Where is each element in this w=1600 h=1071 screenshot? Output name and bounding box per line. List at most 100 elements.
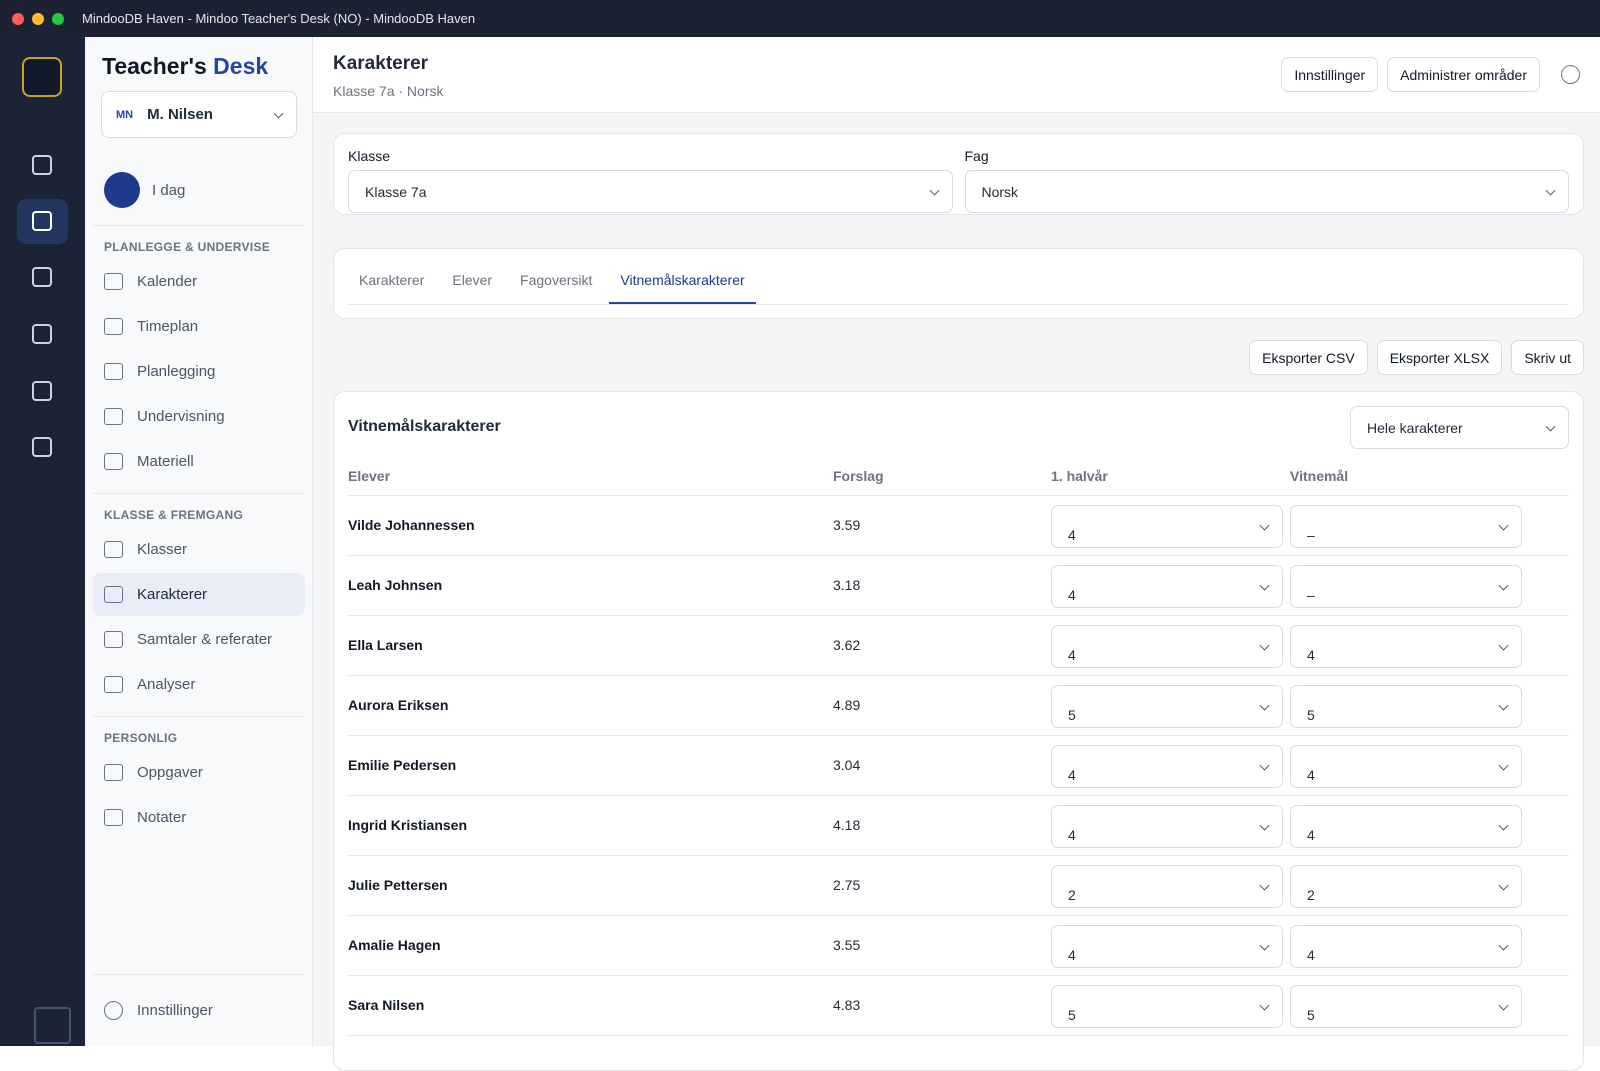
final-grade-select[interactable]: 4 xyxy=(1290,625,1522,668)
nav-section: PERSONLIG Oppgaver Notater xyxy=(93,716,305,839)
rail-database[interactable] xyxy=(32,381,52,401)
final-grade-select[interactable]: 4 xyxy=(1290,805,1522,848)
proposed-grade: 3.59 xyxy=(833,517,861,533)
student-name: Julie Pettersen xyxy=(348,877,448,893)
page-title: Karakterer xyxy=(333,53,429,74)
final-grade-select[interactable]: 4 xyxy=(1290,745,1522,788)
chevron xyxy=(1259,700,1270,711)
rail-active[interactable] xyxy=(17,199,68,244)
final-grade-select[interactable]: – xyxy=(1290,565,1522,608)
term-grade-select[interactable]: 4 xyxy=(1051,925,1283,968)
nav-label: Notater xyxy=(137,809,187,826)
chevron xyxy=(1545,421,1556,432)
grades-card: Vitnemålskarakterer Hele karakterer Elev… xyxy=(333,391,1584,1071)
table-row: Amalie Hagen 3.55 4 4 xyxy=(348,916,1569,976)
nav-heading: PLANLEGGE & UNDERVISE xyxy=(104,240,271,254)
table-row: Sara Nilsen 4.83 5 5 xyxy=(348,976,1569,1036)
grade-value: 4 xyxy=(1068,647,1076,663)
term-grade-select[interactable]: 4 xyxy=(1051,505,1283,548)
nav-label: Analyser xyxy=(137,676,196,693)
final-grade-select[interactable]: 5 xyxy=(1290,685,1522,728)
column-header: Vitnemål xyxy=(1290,468,1349,484)
grade-value: 4 xyxy=(1068,587,1076,603)
nav-label: Undervisning xyxy=(137,408,225,425)
rail-settings[interactable] xyxy=(32,437,52,457)
term-grade-select[interactable]: 4 xyxy=(1051,745,1283,788)
proposed-grade: 4.18 xyxy=(833,817,861,833)
rail-toggle[interactable] xyxy=(34,1007,71,1044)
nav-item[interactable]: Karakterer xyxy=(93,573,305,616)
settings-link[interactable]: Innstillinger xyxy=(93,974,305,1046)
close[interactable] xyxy=(12,12,24,25)
term-grade-select[interactable]: 5 xyxy=(1051,985,1283,1028)
window-titlebar: MindooDB Haven - Mindoo Teacher's Desk (… xyxy=(0,0,1600,37)
user-select[interactable]: MN M. Nilsen xyxy=(101,91,297,138)
app-logo xyxy=(22,57,62,97)
minimize[interactable] xyxy=(32,12,44,25)
nav-item[interactable]: Klasser xyxy=(93,528,305,571)
final-grade-select[interactable]: 5 xyxy=(1290,985,1522,1028)
header-button[interactable]: Innstillinger xyxy=(1281,57,1379,92)
grade-value: 5 xyxy=(1307,1007,1315,1023)
page-subtitle: Klasse 7a · Norsk xyxy=(333,83,444,99)
zoom[interactable] xyxy=(52,12,64,25)
rail-dashboard[interactable] xyxy=(32,155,52,175)
final-grade-select[interactable]: 2 xyxy=(1290,865,1522,908)
term-grade-select[interactable]: 5 xyxy=(1051,685,1283,728)
window-title: MindooDB Haven - Mindoo Teacher's Desk (… xyxy=(82,11,476,26)
nav-label: Planlegging xyxy=(137,363,216,380)
nav-item[interactable]: Undervisning xyxy=(93,395,305,438)
filter-select[interactable]: Klasse 7a xyxy=(348,170,953,213)
help-button[interactable] xyxy=(1561,65,1580,84)
settings-label: Innstillinger xyxy=(137,1002,213,1019)
table-row: Vilde Johannessen 3.59 4 – xyxy=(348,496,1569,556)
mode-select[interactable]: Hele karakterer xyxy=(1350,406,1569,449)
grade-value: 4 xyxy=(1068,767,1076,783)
term-grade-select[interactable]: 4 xyxy=(1051,625,1283,668)
today-label: I dag xyxy=(152,181,186,199)
nav-item[interactable]: Samtaler & referater xyxy=(93,618,305,661)
nav-item[interactable]: Planlegging xyxy=(93,350,305,393)
nav-item[interactable]: Materiell xyxy=(93,440,305,483)
action-button[interactable]: Eksporter XLSX xyxy=(1376,340,1503,375)
tab[interactable]: Karakterer xyxy=(359,272,425,288)
settings-icon xyxy=(104,1001,123,1020)
grade-value: 4 xyxy=(1068,827,1076,843)
nav-icon xyxy=(104,318,123,335)
action-button[interactable]: Skriv ut xyxy=(1511,340,1584,375)
action-button[interactable]: Eksporter CSV xyxy=(1249,340,1368,375)
nav-item[interactable]: Notater xyxy=(93,796,305,839)
grade-value: 2 xyxy=(1307,887,1315,903)
chevron xyxy=(1498,760,1509,771)
nav-item[interactable]: Kalender xyxy=(93,260,305,303)
nav-item[interactable]: Oppgaver xyxy=(93,751,305,794)
term-grade-select[interactable]: 4 xyxy=(1051,805,1283,848)
tab[interactable]: Elever xyxy=(452,272,493,288)
header-button[interactable]: Administrer områder xyxy=(1387,57,1540,92)
final-grade-select[interactable]: 4 xyxy=(1290,925,1522,968)
filter-select[interactable]: Norsk xyxy=(964,170,1569,213)
nav-item[interactable]: Analyser xyxy=(93,663,305,706)
rail-scan[interactable] xyxy=(32,324,52,344)
grade-value: 5 xyxy=(1068,1007,1076,1023)
window-controls xyxy=(12,12,64,25)
table-row: Emilie Pedersen 3.04 4 4 xyxy=(348,736,1569,796)
tab[interactable]: Vitnemålskarakterer xyxy=(609,272,756,304)
tab[interactable]: Fagoversikt xyxy=(520,272,593,288)
proposed-grade: 3.55 xyxy=(833,937,861,953)
nav-label: Samtaler & referater xyxy=(137,631,273,648)
final-grade-select[interactable]: – xyxy=(1290,505,1522,548)
term-grade-select[interactable]: 4 xyxy=(1051,565,1283,608)
tab-row: Karakterer Elever Fagoversikt Vitnemålskara… xyxy=(348,249,1569,305)
today-link[interactable]: I dag xyxy=(104,172,185,208)
chevron xyxy=(1498,640,1509,651)
nav-item[interactable]: Timeplan xyxy=(93,305,305,348)
table-row: Ingrid Kristiansen 4.18 4 4 xyxy=(348,796,1569,856)
rail-launch[interactable] xyxy=(32,211,52,231)
term-grade-select[interactable]: 2 xyxy=(1051,865,1283,908)
filter-value: Norsk xyxy=(981,183,1019,200)
rail-sync[interactable] xyxy=(32,267,52,287)
table-header: Elever Forslag 1. halvår Vitnemål xyxy=(348,456,1569,496)
grade-value: 2 xyxy=(1068,887,1076,903)
